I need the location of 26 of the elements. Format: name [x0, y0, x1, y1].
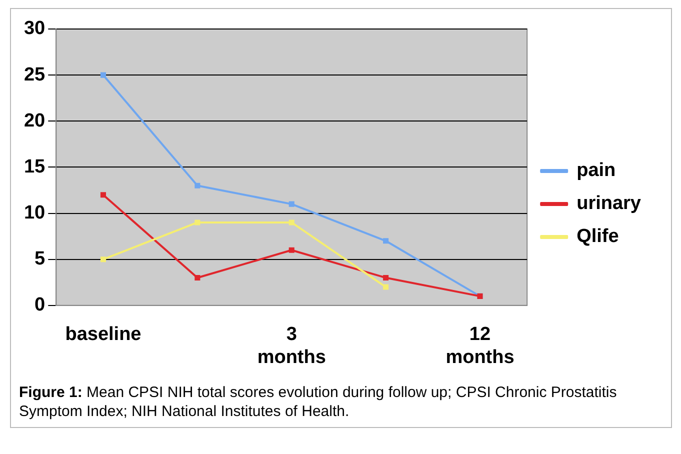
legend-label: urinary [576, 193, 642, 214]
point [194, 220, 200, 226]
legend-label: Qlife [576, 226, 619, 248]
x-tick-label: 3 months [257, 324, 326, 368]
point [383, 274, 389, 281]
y-tick-label: 15 [24, 156, 46, 178]
y-tick-label: 30 [24, 18, 46, 40]
caption: Figure 1: Mean CPSI NIH total scores evolution during follow up; CPSI Chronic Prostatitis Symptom Index; NIH National Institutes of Health. [19, 384, 617, 420]
y-tick-label: 20 [24, 110, 46, 132]
point [383, 284, 389, 290]
legend-label: pain [576, 160, 616, 182]
y-tick-label: 0 [34, 294, 46, 316]
point [194, 274, 200, 281]
x-tick-label: baseline [65, 324, 142, 346]
point [288, 201, 294, 207]
point [288, 247, 294, 253]
x-tick-label: 12 months [446, 324, 514, 368]
point [288, 220, 294, 226]
point [100, 72, 106, 78]
point [194, 182, 200, 188]
point [100, 256, 106, 262]
point [383, 238, 389, 244]
y-tick-label: 10 [24, 202, 46, 224]
y-tick-label: 5 [34, 248, 46, 270]
y-tick-label: 25 [24, 64, 46, 86]
point [100, 192, 106, 198]
